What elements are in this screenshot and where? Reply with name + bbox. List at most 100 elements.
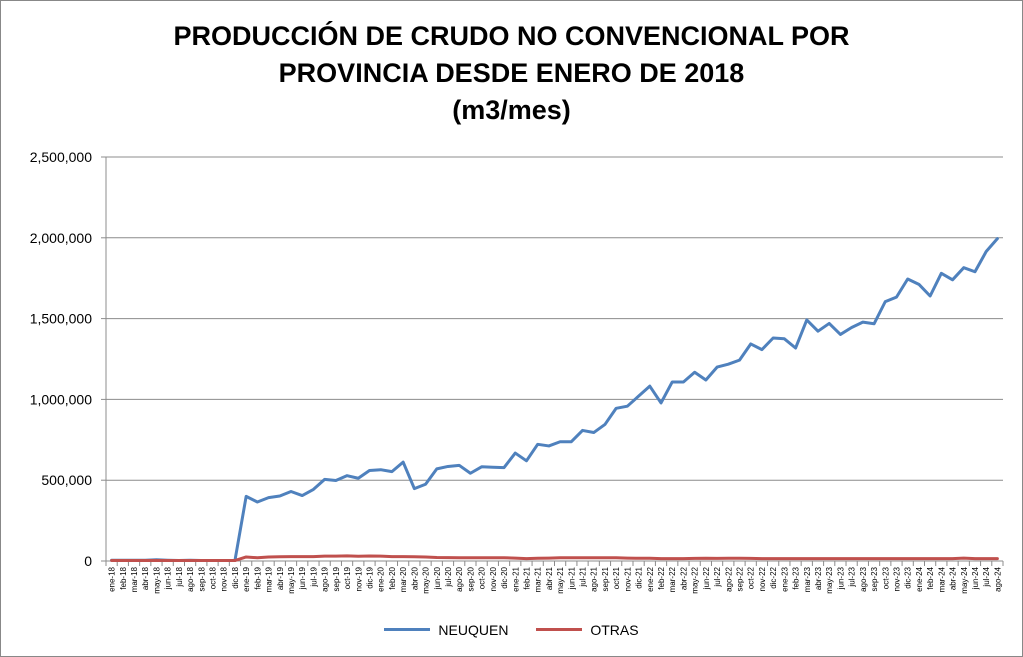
x-tick-label: jun-20 [433, 566, 442, 590]
x-tick-label: dic-19 [365, 566, 374, 588]
gridlines [106, 156, 1003, 481]
x-tick-label: may-22 [691, 566, 700, 593]
x-tick-label: sep-23 [870, 566, 879, 591]
x-tick-label: mar-20 [399, 566, 408, 592]
legend-item-otras: OTRAS [536, 621, 639, 638]
x-tick-label: abr-21 [545, 566, 554, 590]
x-tick-label: abr-20 [410, 566, 419, 590]
x-tick-label: ago-21 [590, 566, 599, 591]
x-tick-label: oct-21 [612, 566, 621, 589]
legend-item-neuquen: NEUQUEN [384, 622, 508, 638]
x-tick-label: jul-22 [713, 566, 722, 587]
y-tick-label: 2,500,000 [30, 149, 92, 165]
x-tick-label: feb-23 [792, 566, 801, 589]
x-tick-label: ene-23 [780, 566, 789, 591]
x-tick-label: jun-22 [702, 566, 711, 590]
x-tick-label: sep-18 [197, 566, 206, 591]
x-tick-label: sep-20 [466, 566, 475, 591]
series-line-neuquen [110, 237, 999, 563]
x-tick-label: oct-18 [209, 566, 218, 589]
x-tick-label: oct-22 [747, 566, 756, 589]
legend-swatch-otras [536, 628, 583, 631]
x-tick-label: jun-24 [971, 566, 980, 590]
x-tick-label: jun-21 [567, 566, 576, 590]
series-line-otras [110, 554, 999, 563]
x-tick-label: sep-19 [332, 566, 341, 591]
x-tick-label: jul-18 [175, 566, 184, 587]
y-tick-label: 1,000,000 [30, 391, 92, 407]
x-tick-label: feb-19 [253, 566, 262, 589]
x-tick-label: jul-23 [848, 566, 857, 587]
x-tick-label: mar-23 [803, 566, 812, 592]
x-tick-label: abr-23 [814, 566, 823, 590]
x-tick-label: nov-19 [354, 566, 363, 591]
x-tick-label: ene-19 [242, 566, 251, 591]
x-tick-label: jul-19 [309, 566, 318, 587]
x-tick-label: may-21 [556, 566, 565, 593]
x-tick-label: ene-21 [511, 566, 520, 591]
x-tick-label: dic-18 [231, 566, 240, 588]
legend-label-otras: OTRAS [590, 621, 639, 638]
x-tick-label: feb-18 [119, 566, 128, 589]
x-tick-label: nov-21 [623, 566, 632, 591]
x-tick-label: mar-22 [668, 566, 677, 592]
x-tick-label: nov-20 [489, 566, 498, 591]
x-tick-label: ene-22 [646, 566, 655, 591]
x-tick-label: ago-22 [724, 566, 733, 591]
x-tick-label: may-20 [422, 566, 431, 593]
x-tick-label: feb-24 [926, 566, 935, 589]
x-tick-label: oct-19 [343, 566, 352, 589]
x-axis: ene-18 feb-18 mar-18 abr-18 may-18 jun-18 jul-… [105, 560, 1004, 594]
x-tick-label: mar-18 [130, 566, 139, 592]
x-tick-label: abr-18 [141, 566, 150, 590]
x-tick-label: nov-18 [220, 566, 229, 591]
x-tick-label: ene-20 [377, 566, 386, 591]
x-tick-label: ago-20 [455, 566, 464, 591]
chart-title-line-1: PRODUCCIÓN DE CRUDO NO CONVENCIONAL POR [173, 21, 850, 51]
x-tick-label: ago-23 [859, 566, 868, 591]
x-tick-label: dic-23 [904, 566, 913, 588]
x-tick-label: mar-19 [265, 566, 274, 592]
x-tick-label: dic-21 [635, 566, 644, 588]
x-tick-label: oct-20 [478, 566, 487, 589]
x-tick-label: ago-24 [993, 566, 1002, 591]
x-tick-label: may-24 [960, 566, 969, 593]
x-tick-label: jul-24 [982, 566, 991, 587]
x-tick-label: jul-21 [579, 566, 588, 587]
chart-title-line-3: (m3/mes) [452, 95, 571, 125]
x-tick-label: ene-18 [108, 566, 117, 591]
x-tick-label: nov-23 [892, 566, 901, 591]
x-tick-label: mar-21 [534, 566, 543, 592]
x-tick-label: dic-22 [769, 566, 778, 588]
x-tick-label: abr-22 [679, 566, 688, 590]
series-lines [110, 237, 999, 563]
x-tick-label: may-18 [152, 566, 161, 593]
legend-swatch-neuquen [384, 628, 431, 631]
y-tick-label: 0 [84, 553, 92, 569]
legend-label-neuquen: NEUQUEN [438, 621, 509, 638]
x-tick-label: ago-18 [186, 566, 195, 591]
chart-title-line-2: PROVINCIA DESDE ENERO DE 2018 [278, 58, 745, 88]
x-tick-label: sep-22 [736, 566, 745, 591]
x-tick-label: sep-21 [601, 566, 610, 591]
x-tick-label: feb-22 [657, 566, 666, 589]
y-axis: 0 500,000 1,000,000 1,500,000 2,000,000 2,500… [30, 149, 107, 569]
chart-title: PRODUCCIÓN DE CRUDO NO CONVENCIONAL POR … [0, 18, 1023, 129]
x-tick-label: may-23 [825, 566, 834, 593]
x-tick-label: ene-24 [915, 566, 924, 591]
x-tick-label: mar-24 [937, 566, 946, 592]
x-tick-label: jun-18 [164, 566, 173, 590]
x-tick-label: may-19 [287, 566, 296, 593]
y-tick-label: 2,000,000 [30, 230, 92, 246]
x-tick-label: abr-24 [949, 566, 958, 590]
x-tick-label: jun-19 [298, 566, 307, 590]
x-tick-label: dic-20 [500, 566, 509, 588]
legend: NEUQUEN OTRAS [0, 618, 1023, 638]
x-tick-label: feb-20 [388, 566, 397, 589]
x-tick-label: nov-22 [758, 566, 767, 591]
x-tick-label: jun-23 [836, 566, 845, 590]
x-tick-label: jul-20 [444, 566, 453, 587]
x-tick-label: feb-21 [522, 566, 531, 589]
y-tick-label: 1,500,000 [30, 311, 92, 327]
